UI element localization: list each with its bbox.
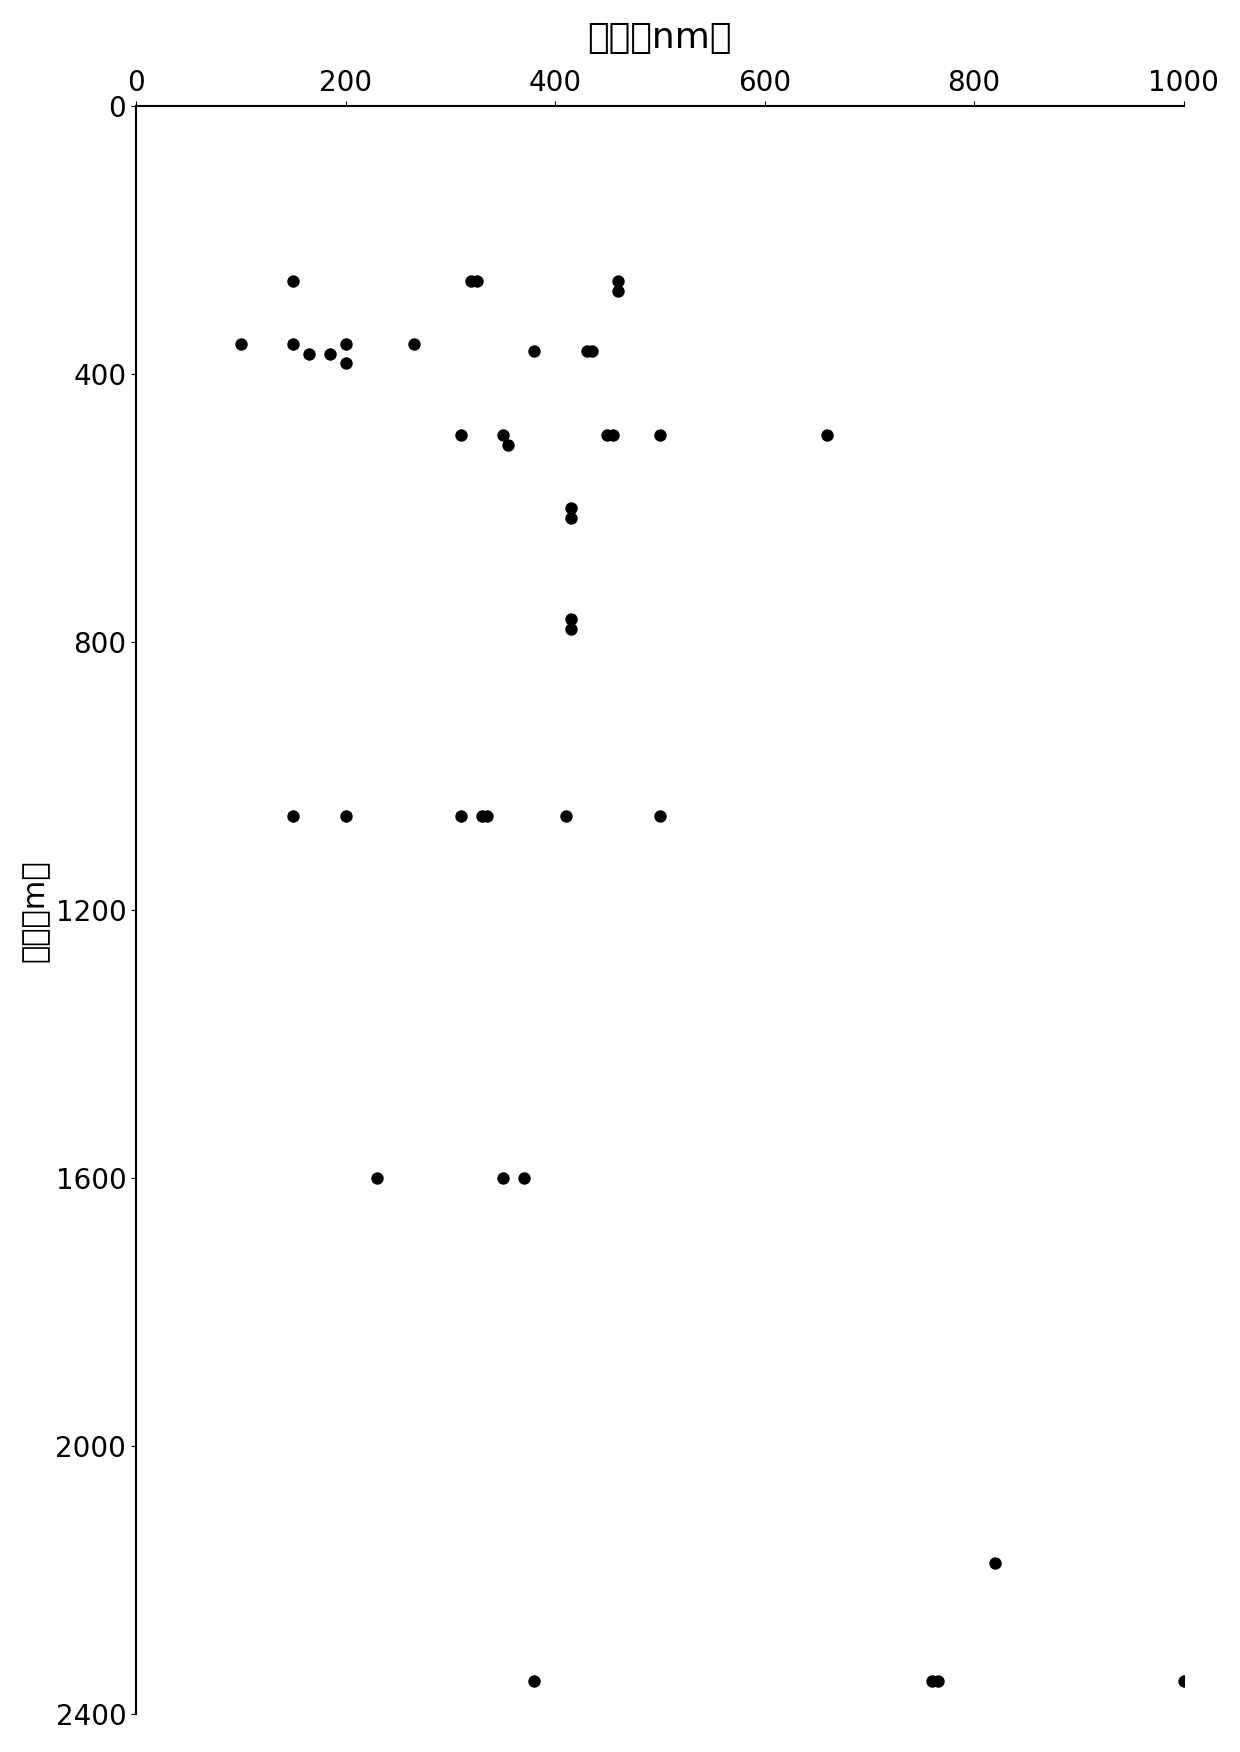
Point xyxy=(283,266,303,294)
Point xyxy=(560,494,580,522)
Point xyxy=(336,802,356,830)
Point xyxy=(299,340,319,368)
Point xyxy=(650,802,670,830)
Point xyxy=(560,604,580,632)
Point xyxy=(404,329,424,357)
Point xyxy=(283,802,303,830)
Point xyxy=(608,266,627,294)
Point xyxy=(498,431,518,459)
Point xyxy=(986,1549,1006,1577)
Point xyxy=(817,420,837,449)
Point xyxy=(582,336,601,364)
Point xyxy=(492,420,512,449)
Point xyxy=(336,349,356,377)
Point xyxy=(650,420,670,449)
Point xyxy=(231,329,250,357)
Point xyxy=(556,802,575,830)
Point xyxy=(577,336,596,364)
Point xyxy=(603,420,622,449)
Point xyxy=(525,1666,544,1694)
Point xyxy=(560,615,580,643)
Point xyxy=(477,802,497,830)
Y-axis label: 埋深（m）: 埋深（m） xyxy=(21,858,50,962)
Point xyxy=(336,329,356,357)
Point xyxy=(283,329,303,357)
Point xyxy=(923,1666,942,1694)
Point xyxy=(598,420,618,449)
Title: 缝宽（nm）: 缝宽（nm） xyxy=(588,21,732,54)
Point xyxy=(608,277,627,305)
Point xyxy=(472,802,492,830)
Point xyxy=(466,266,486,294)
Point xyxy=(451,802,471,830)
Point xyxy=(513,1165,533,1193)
Point xyxy=(451,420,471,449)
Point xyxy=(461,266,481,294)
Point xyxy=(320,340,340,368)
Point xyxy=(525,336,544,364)
Point xyxy=(492,1165,512,1193)
Point xyxy=(560,505,580,533)
Point xyxy=(367,1165,387,1193)
Point xyxy=(928,1666,947,1694)
Point xyxy=(1174,1666,1194,1694)
